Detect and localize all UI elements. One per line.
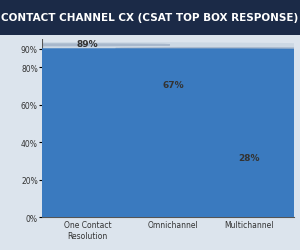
- Circle shape: [0, 48, 300, 51]
- Circle shape: [0, 161, 195, 162]
- Circle shape: [0, 132, 300, 135]
- Circle shape: [148, 198, 300, 200]
- Circle shape: [0, 188, 300, 192]
- Circle shape: [30, 52, 245, 54]
- Circle shape: [40, 127, 256, 128]
- Circle shape: [0, 197, 300, 201]
- Circle shape: [136, 132, 300, 134]
- Text: 89%: 89%: [76, 40, 98, 48]
- Circle shape: [0, 71, 205, 72]
- FancyBboxPatch shape: [0, 163, 300, 220]
- Circle shape: [0, 188, 300, 192]
- Circle shape: [0, 198, 180, 200]
- Circle shape: [116, 48, 300, 50]
- Circle shape: [0, 144, 300, 148]
- FancyBboxPatch shape: [0, 90, 300, 220]
- Circle shape: [181, 114, 300, 116]
- Circle shape: [91, 104, 300, 106]
- FancyBboxPatch shape: [0, 49, 300, 220]
- Text: 28%: 28%: [238, 154, 260, 162]
- Circle shape: [18, 169, 300, 173]
- Text: 67%: 67%: [162, 80, 184, 90]
- Circle shape: [0, 114, 162, 116]
- Circle shape: [10, 189, 225, 190]
- Circle shape: [73, 64, 288, 65]
- Circle shape: [123, 189, 300, 190]
- Circle shape: [156, 76, 300, 78]
- Circle shape: [0, 70, 300, 74]
- Circle shape: [26, 113, 300, 117]
- Circle shape: [106, 161, 300, 162]
- Circle shape: [0, 62, 300, 66]
- Circle shape: [0, 126, 300, 130]
- Circle shape: [0, 51, 300, 55]
- Circle shape: [0, 160, 300, 164]
- Circle shape: [0, 44, 300, 48]
- Circle shape: [0, 76, 300, 79]
- Circle shape: [22, 146, 238, 147]
- Circle shape: [0, 113, 300, 117]
- Circle shape: [0, 45, 170, 46]
- Text: CONTACT CHANNEL CX (CSAT TOP BOX RESPONSE): CONTACT CHANNEL CX (CSAT TOP BOX RESPONS…: [2, 13, 298, 23]
- Circle shape: [0, 197, 300, 201]
- Circle shape: [174, 170, 300, 172]
- Circle shape: [0, 160, 300, 164]
- Circle shape: [60, 194, 276, 196]
- Circle shape: [0, 193, 300, 197]
- Circle shape: [0, 104, 300, 107]
